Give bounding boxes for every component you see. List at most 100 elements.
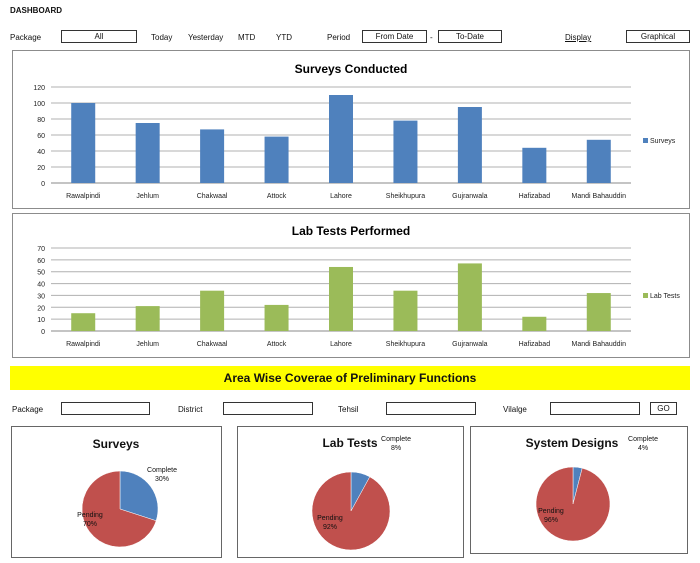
bar-gujranwala: [457, 107, 482, 183]
y-tick-label: 0: [41, 329, 45, 336]
pie-label-complete: Complete: [381, 436, 411, 443]
pie-pct-pending: 70%: [83, 521, 97, 528]
lab-tests-performed-panel: Lab Tests Performed 0 10 20 30 40 50 60 70 Rawal…: [12, 213, 690, 358]
yesterday-option[interactable]: Yesterday: [188, 33, 224, 42]
legend-swatch: [643, 138, 648, 143]
period-label: Period: [327, 33, 351, 42]
bar-mandi-bahauddin: [586, 139, 611, 183]
bar-sheikhupura: [393, 290, 418, 331]
bar-lahore: [329, 266, 353, 331]
category-label: Jehlum: [136, 341, 159, 348]
pie-slice-complete: [119, 470, 159, 522]
lab-tests-performed-title: Lab Tests Performed: [292, 224, 410, 238]
y-tick-label: 60: [37, 133, 45, 140]
bar-lahore: [329, 95, 353, 183]
village-label: Vilalge: [503, 405, 527, 414]
y-tick-label: 40: [37, 282, 45, 289]
category-label: Attock: [267, 341, 287, 348]
display-link[interactable]: Display: [565, 33, 592, 42]
ytd-option[interactable]: YTD: [276, 33, 292, 42]
category-label: Hafizabad: [519, 193, 551, 200]
display-select[interactable]: Graphical: [626, 30, 690, 43]
category-label: Chakwaal: [197, 341, 228, 348]
tehsil-field[interactable]: [386, 402, 476, 415]
surveys-conducted-chart: Surveys Conducted 0 20 40 60 80 100 120 Rawalpi…: [33, 62, 676, 200]
category-label: Lahore: [330, 193, 352, 200]
go-button[interactable]: GO: [650, 402, 677, 415]
pie-slice-pending: [81, 470, 157, 548]
category-label: Sheikhupura: [386, 193, 425, 200]
category-label: Hafizabad: [519, 341, 551, 348]
pie-label-complete: Complete: [628, 436, 658, 443]
bar-gujranwala: [457, 263, 482, 331]
dashboard-title: DASHBOARD: [10, 6, 62, 15]
y-tick-label: 120: [33, 85, 45, 92]
bar-attock: [264, 304, 289, 331]
y-tick-label: 0: [41, 181, 45, 188]
category-label: Rawalpindi: [66, 193, 101, 200]
category-label: Rawalpindi: [66, 341, 101, 348]
surveys-pie-panel: Surveys Complete 30% Pending 70%: [11, 426, 222, 558]
mtd-option[interactable]: MTD: [238, 33, 256, 42]
bar-rawalpindi: [71, 313, 96, 331]
lab-tests-pie-panel: Lab Tests Complete 8% Pending 92%: [237, 426, 464, 558]
system-designs-pie-panel: System Designs Complete 4% Pending 96%: [470, 426, 688, 554]
package-select[interactable]: All: [61, 30, 137, 43]
pie-label-complete: Complete: [147, 467, 177, 474]
bar-mandi-bahauddin: [586, 293, 611, 331]
district-label: District: [178, 405, 203, 414]
pie-pct-pending: 92%: [323, 524, 337, 531]
from-date-field[interactable]: From Date: [362, 30, 427, 43]
y-tick-label: 30: [37, 293, 45, 300]
pie-pct-complete: 8%: [391, 445, 401, 452]
legend-label: Lab Tests: [650, 293, 680, 300]
tehsil-label: Tehsil: [338, 405, 359, 414]
surveys-conducted-title: Surveys Conducted: [295, 62, 408, 76]
package-label: Package: [10, 33, 42, 42]
y-tick-label: 20: [37, 165, 45, 172]
village-field[interactable]: [550, 402, 640, 415]
bar-hafizabad: [522, 147, 547, 183]
system-designs-pie-chart: System Designs Complete 4% Pending 96%: [526, 436, 658, 542]
category-label: Lahore: [330, 341, 352, 348]
legend-swatch: [643, 293, 648, 298]
category-label: Attock: [267, 193, 287, 200]
category-label: Mandi Bahauddin: [572, 193, 627, 200]
bar-jehlum: [135, 306, 160, 331]
area-package-field[interactable]: [61, 402, 150, 415]
pie-label-pending: Pending: [77, 512, 103, 519]
y-tick-label: 100: [33, 101, 45, 108]
y-tick-label: 20: [37, 305, 45, 312]
coverage-banner: Area Wise Coverae of Preliminary Functio…: [10, 366, 690, 390]
bar-jehlum: [135, 123, 160, 183]
area-package-label: Package: [12, 405, 44, 414]
category-label: Chakwaal: [197, 193, 228, 200]
bar-sheikhupura: [393, 120, 418, 183]
surveys-conducted-panel: Surveys Conducted 0 20 40 60 80 100 120 Rawalpi…: [12, 50, 690, 209]
lab-tests-pie-chart: Lab Tests Complete 8% Pending 92%: [311, 436, 411, 551]
bar-chakwaal: [200, 129, 225, 183]
legend-label: Surveys: [650, 138, 676, 145]
pie-pct-pending: 96%: [544, 517, 558, 524]
to-date-field[interactable]: To-Date: [438, 30, 502, 43]
pie-label-pending: Pending: [317, 515, 343, 522]
pie-pct-complete: 4%: [638, 445, 648, 452]
pie-slice-pending: [535, 466, 611, 542]
y-tick-label: 70: [37, 246, 45, 253]
pie-title: System Designs: [526, 436, 619, 450]
pie-title: Surveys: [93, 437, 140, 451]
category-label: Jehlum: [136, 193, 159, 200]
y-tick-label: 40: [37, 149, 45, 156]
category-label: Mandi Bahauddin: [572, 341, 627, 348]
district-field[interactable]: [223, 402, 313, 415]
today-option[interactable]: Today: [151, 33, 173, 42]
y-tick-label: 60: [37, 258, 45, 265]
category-label: Gujranwala: [452, 341, 488, 348]
pie-slice-pending: [311, 471, 391, 551]
surveys-pie-chart: Surveys Complete 30% Pending 70%: [77, 437, 177, 548]
bar-chakwaal: [200, 290, 225, 331]
lab-tests-performed-chart: Lab Tests Performed 0 10 20 30 40 50 60 70 Rawal…: [37, 224, 680, 348]
category-label: Sheikhupura: [386, 341, 425, 348]
category-label: Gujranwala: [452, 193, 488, 200]
y-tick-label: 10: [37, 317, 45, 324]
